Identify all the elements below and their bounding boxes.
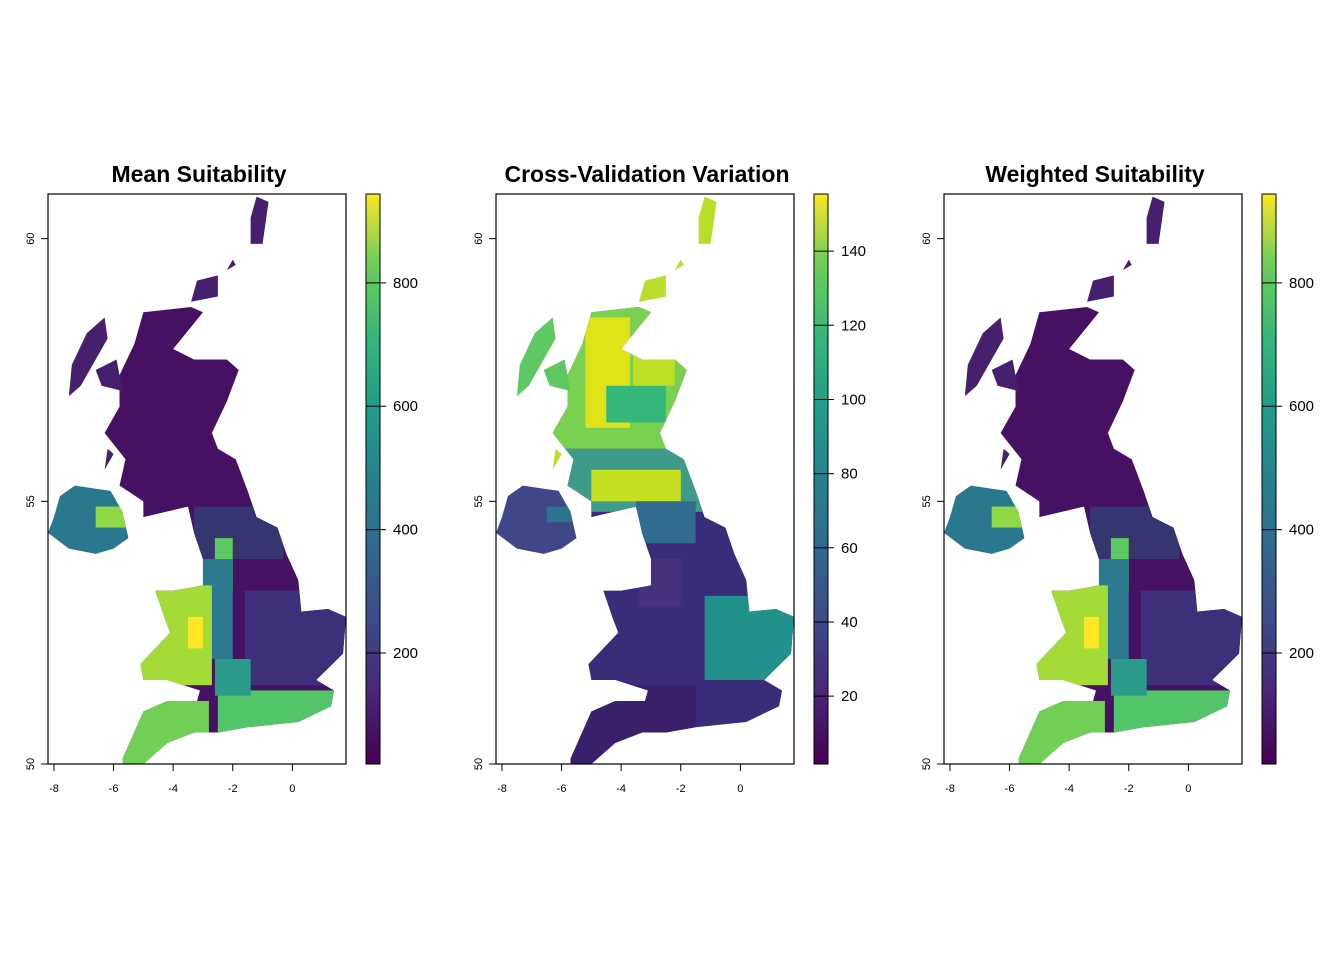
panel: Mean Suitability -8 -6 -4 -2 0 50 55 60 200 400 600… bbox=[25, 161, 418, 795]
map-island bbox=[1146, 196, 1165, 244]
map-cell bbox=[1090, 506, 1180, 560]
map-cell bbox=[1084, 616, 1099, 649]
x-tick-label: -4 bbox=[616, 783, 626, 795]
x-tick-label: -8 bbox=[49, 783, 59, 795]
map-cell bbox=[472, 134, 830, 250]
map-cell bbox=[1000, 700, 1105, 764]
colorbar-tick-label: 60 bbox=[841, 540, 858, 557]
map-cell bbox=[214, 658, 251, 696]
map-island bbox=[104, 448, 114, 470]
map-island bbox=[1087, 275, 1114, 302]
y-tick-label: 50 bbox=[25, 758, 37, 770]
map-island bbox=[964, 317, 1004, 397]
x-tick-label: -6 bbox=[557, 783, 567, 795]
colorbar-tick-label: 40 bbox=[841, 614, 858, 631]
y-tick-label: 55 bbox=[921, 495, 933, 507]
map-cell bbox=[1000, 585, 1108, 686]
colorbar-tick-label: 200 bbox=[393, 645, 418, 662]
panel-title: Cross-Validation Variation bbox=[504, 161, 789, 187]
map-cell bbox=[633, 354, 675, 386]
x-tick-label: -8 bbox=[497, 783, 507, 795]
map-cell bbox=[606, 385, 666, 423]
map-island bbox=[68, 317, 108, 397]
colorbar-tick-label: 80 bbox=[841, 466, 858, 483]
colorbar bbox=[1261, 193, 1277, 765]
map-cell bbox=[188, 616, 203, 649]
map-cell bbox=[636, 501, 696, 544]
y-tick-label: 60 bbox=[473, 233, 485, 245]
y-tick-label: 50 bbox=[473, 758, 485, 770]
colorbar-tick-label: 120 bbox=[841, 317, 866, 334]
map-island bbox=[95, 359, 123, 392]
colorbar-tick-label: 400 bbox=[393, 522, 418, 539]
plot-frame bbox=[47, 193, 347, 765]
map-raster bbox=[944, 485, 1025, 554]
map-cell bbox=[95, 506, 126, 528]
map-island bbox=[552, 448, 562, 470]
panel: Weighted Suitability -8 -6 -4 -2 0 50 55 60 200 40… bbox=[921, 161, 1314, 795]
map-cell bbox=[104, 700, 209, 764]
map-cell bbox=[1113, 690, 1234, 733]
x-tick-label: -6 bbox=[109, 783, 119, 795]
y-tick-label: 60 bbox=[921, 233, 933, 245]
x-tick-label: -2 bbox=[228, 783, 238, 795]
map-island bbox=[698, 196, 717, 244]
map-cell bbox=[217, 690, 338, 733]
x-tick-label: -4 bbox=[1064, 783, 1074, 795]
x-tick-label: -6 bbox=[1005, 783, 1015, 795]
colorbar-tick-label: 140 bbox=[841, 243, 866, 260]
plot-frame bbox=[943, 193, 1243, 765]
map-raster bbox=[472, 134, 830, 764]
x-tick-label: -2 bbox=[676, 783, 686, 795]
colorbar-tick-label: 800 bbox=[393, 275, 418, 292]
map-cell bbox=[991, 506, 1022, 528]
map-island bbox=[226, 259, 236, 271]
map-island bbox=[1122, 259, 1132, 271]
map-island bbox=[250, 196, 269, 244]
colorbar-tick-label: 400 bbox=[1289, 522, 1314, 539]
panel-title: Mean Suitability bbox=[111, 161, 286, 187]
x-tick-label: 0 bbox=[289, 783, 295, 795]
panel-title: Weighted Suitability bbox=[985, 161, 1205, 187]
map-island bbox=[991, 359, 1019, 392]
y-tick-label: 60 bbox=[25, 233, 37, 245]
plot-frame bbox=[495, 193, 795, 765]
x-tick-label: 0 bbox=[737, 783, 743, 795]
map-island bbox=[674, 259, 684, 271]
map-island bbox=[543, 359, 571, 392]
x-tick-label: -4 bbox=[168, 783, 178, 795]
panel: Cross-Validation Variation -8 -6 -4 -2 0 50 55 6… bbox=[472, 134, 866, 795]
colorbar-tick-label: 100 bbox=[841, 391, 866, 408]
map-cell bbox=[639, 559, 681, 607]
y-tick-label: 50 bbox=[921, 758, 933, 770]
colorbar-tick-label: 600 bbox=[393, 398, 418, 415]
colorbar bbox=[365, 193, 381, 765]
y-tick-label: 55 bbox=[473, 495, 485, 507]
map-cell bbox=[104, 585, 212, 686]
colorbar-tick-label: 800 bbox=[1289, 275, 1314, 292]
map-island bbox=[1000, 448, 1010, 470]
y-tick-label: 55 bbox=[25, 495, 37, 507]
map-cell bbox=[194, 506, 284, 560]
map-cell bbox=[704, 595, 794, 680]
x-tick-label: 0 bbox=[1185, 783, 1191, 795]
map-island bbox=[516, 317, 556, 397]
colorbar bbox=[813, 193, 829, 765]
map-island bbox=[191, 275, 218, 302]
colorbar-tick-label: 200 bbox=[1289, 645, 1314, 662]
map-island bbox=[639, 275, 666, 302]
colorbar-tick-label: 20 bbox=[841, 688, 858, 705]
x-tick-label: -8 bbox=[945, 783, 955, 795]
colorbar-tick-label: 600 bbox=[1289, 398, 1314, 415]
map-cell bbox=[591, 469, 681, 502]
x-tick-label: -2 bbox=[1124, 783, 1134, 795]
map-cell bbox=[552, 685, 696, 764]
map-cell bbox=[546, 506, 577, 523]
map-cell bbox=[1110, 658, 1147, 696]
